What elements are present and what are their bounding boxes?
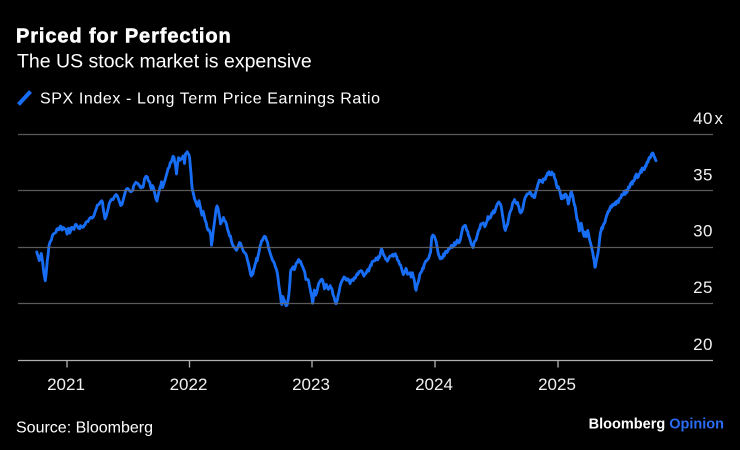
svg-text:2023: 2023 xyxy=(292,375,330,394)
svg-text:Source: Bloomberg: Source: Bloomberg xyxy=(16,419,153,436)
svg-text:2025: 2025 xyxy=(538,375,576,394)
svg-text:20: 20 xyxy=(693,335,713,354)
svg-text:30: 30 xyxy=(693,222,713,241)
svg-text:2022: 2022 xyxy=(170,375,208,394)
svg-text:Priced for Perfection: Priced for Perfection xyxy=(16,26,232,48)
svg-text:25: 25 xyxy=(693,278,713,297)
svg-text:2021: 2021 xyxy=(47,375,85,394)
svg-text:2024: 2024 xyxy=(415,375,453,394)
svg-text:SPX Index - Long Term Price Ea: SPX Index - Long Term Price Earnings Rat… xyxy=(40,90,381,107)
svg-text:Bloomberg Opinion: Bloomberg Opinion xyxy=(589,417,724,433)
svg-text:40: 40 xyxy=(693,109,713,128)
svg-text:x: x xyxy=(715,109,724,128)
svg-text:35: 35 xyxy=(693,166,713,185)
svg-text:The US stock market is expensi: The US stock market is expensive xyxy=(17,51,312,73)
